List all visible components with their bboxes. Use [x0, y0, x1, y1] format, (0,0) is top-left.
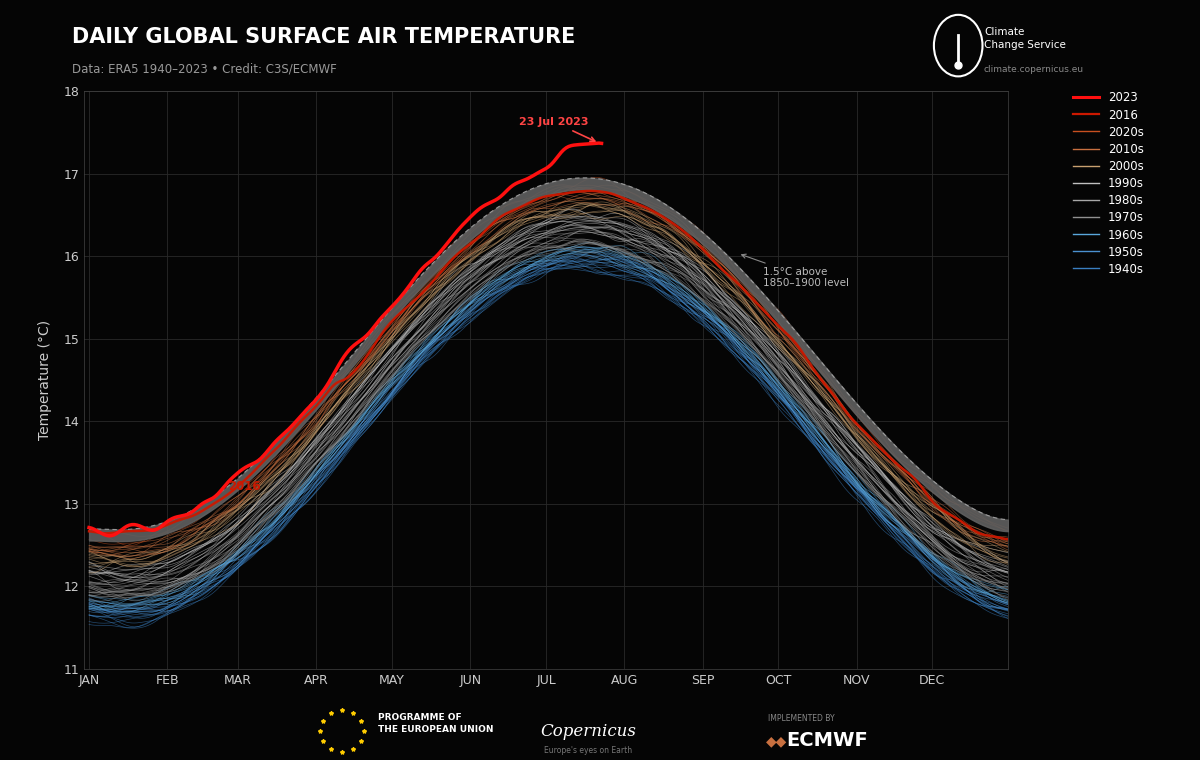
Text: Data: ERA5 1940–2023 • Credit: C3S/ECMWF: Data: ERA5 1940–2023 • Credit: C3S/ECMWF — [72, 62, 337, 75]
Text: ECMWF: ECMWF — [786, 731, 868, 751]
Text: 2016: 2016 — [228, 480, 260, 492]
Text: 1.5°C above
1850–1900 level: 1.5°C above 1850–1900 level — [742, 254, 850, 288]
Text: Europe's eyes on Earth: Europe's eyes on Earth — [544, 746, 632, 755]
Text: Climate
Change Service: Climate Change Service — [984, 27, 1066, 50]
Text: Copernicus: Copernicus — [540, 724, 636, 740]
Text: climate.copernicus.eu: climate.copernicus.eu — [984, 65, 1084, 74]
Text: DAILY GLOBAL SURFACE AIR TEMPERATURE: DAILY GLOBAL SURFACE AIR TEMPERATURE — [72, 27, 575, 46]
Legend: 2023, 2016, 2020s, 2010s, 2000s, 1990s, 1980s, 1970s, 1960s, 1950s, 1940s: 2023, 2016, 2020s, 2010s, 2000s, 1990s, … — [1067, 86, 1150, 282]
Text: IMPLEMENTED BY: IMPLEMENTED BY — [768, 714, 835, 723]
Text: 23 Jul 2023: 23 Jul 2023 — [518, 117, 595, 141]
Text: ◆◆: ◆◆ — [766, 734, 787, 748]
Y-axis label: Temperature (°C): Temperature (°C) — [38, 320, 52, 440]
Text: PROGRAMME OF
THE EUROPEAN UNION: PROGRAMME OF THE EUROPEAN UNION — [378, 714, 493, 733]
